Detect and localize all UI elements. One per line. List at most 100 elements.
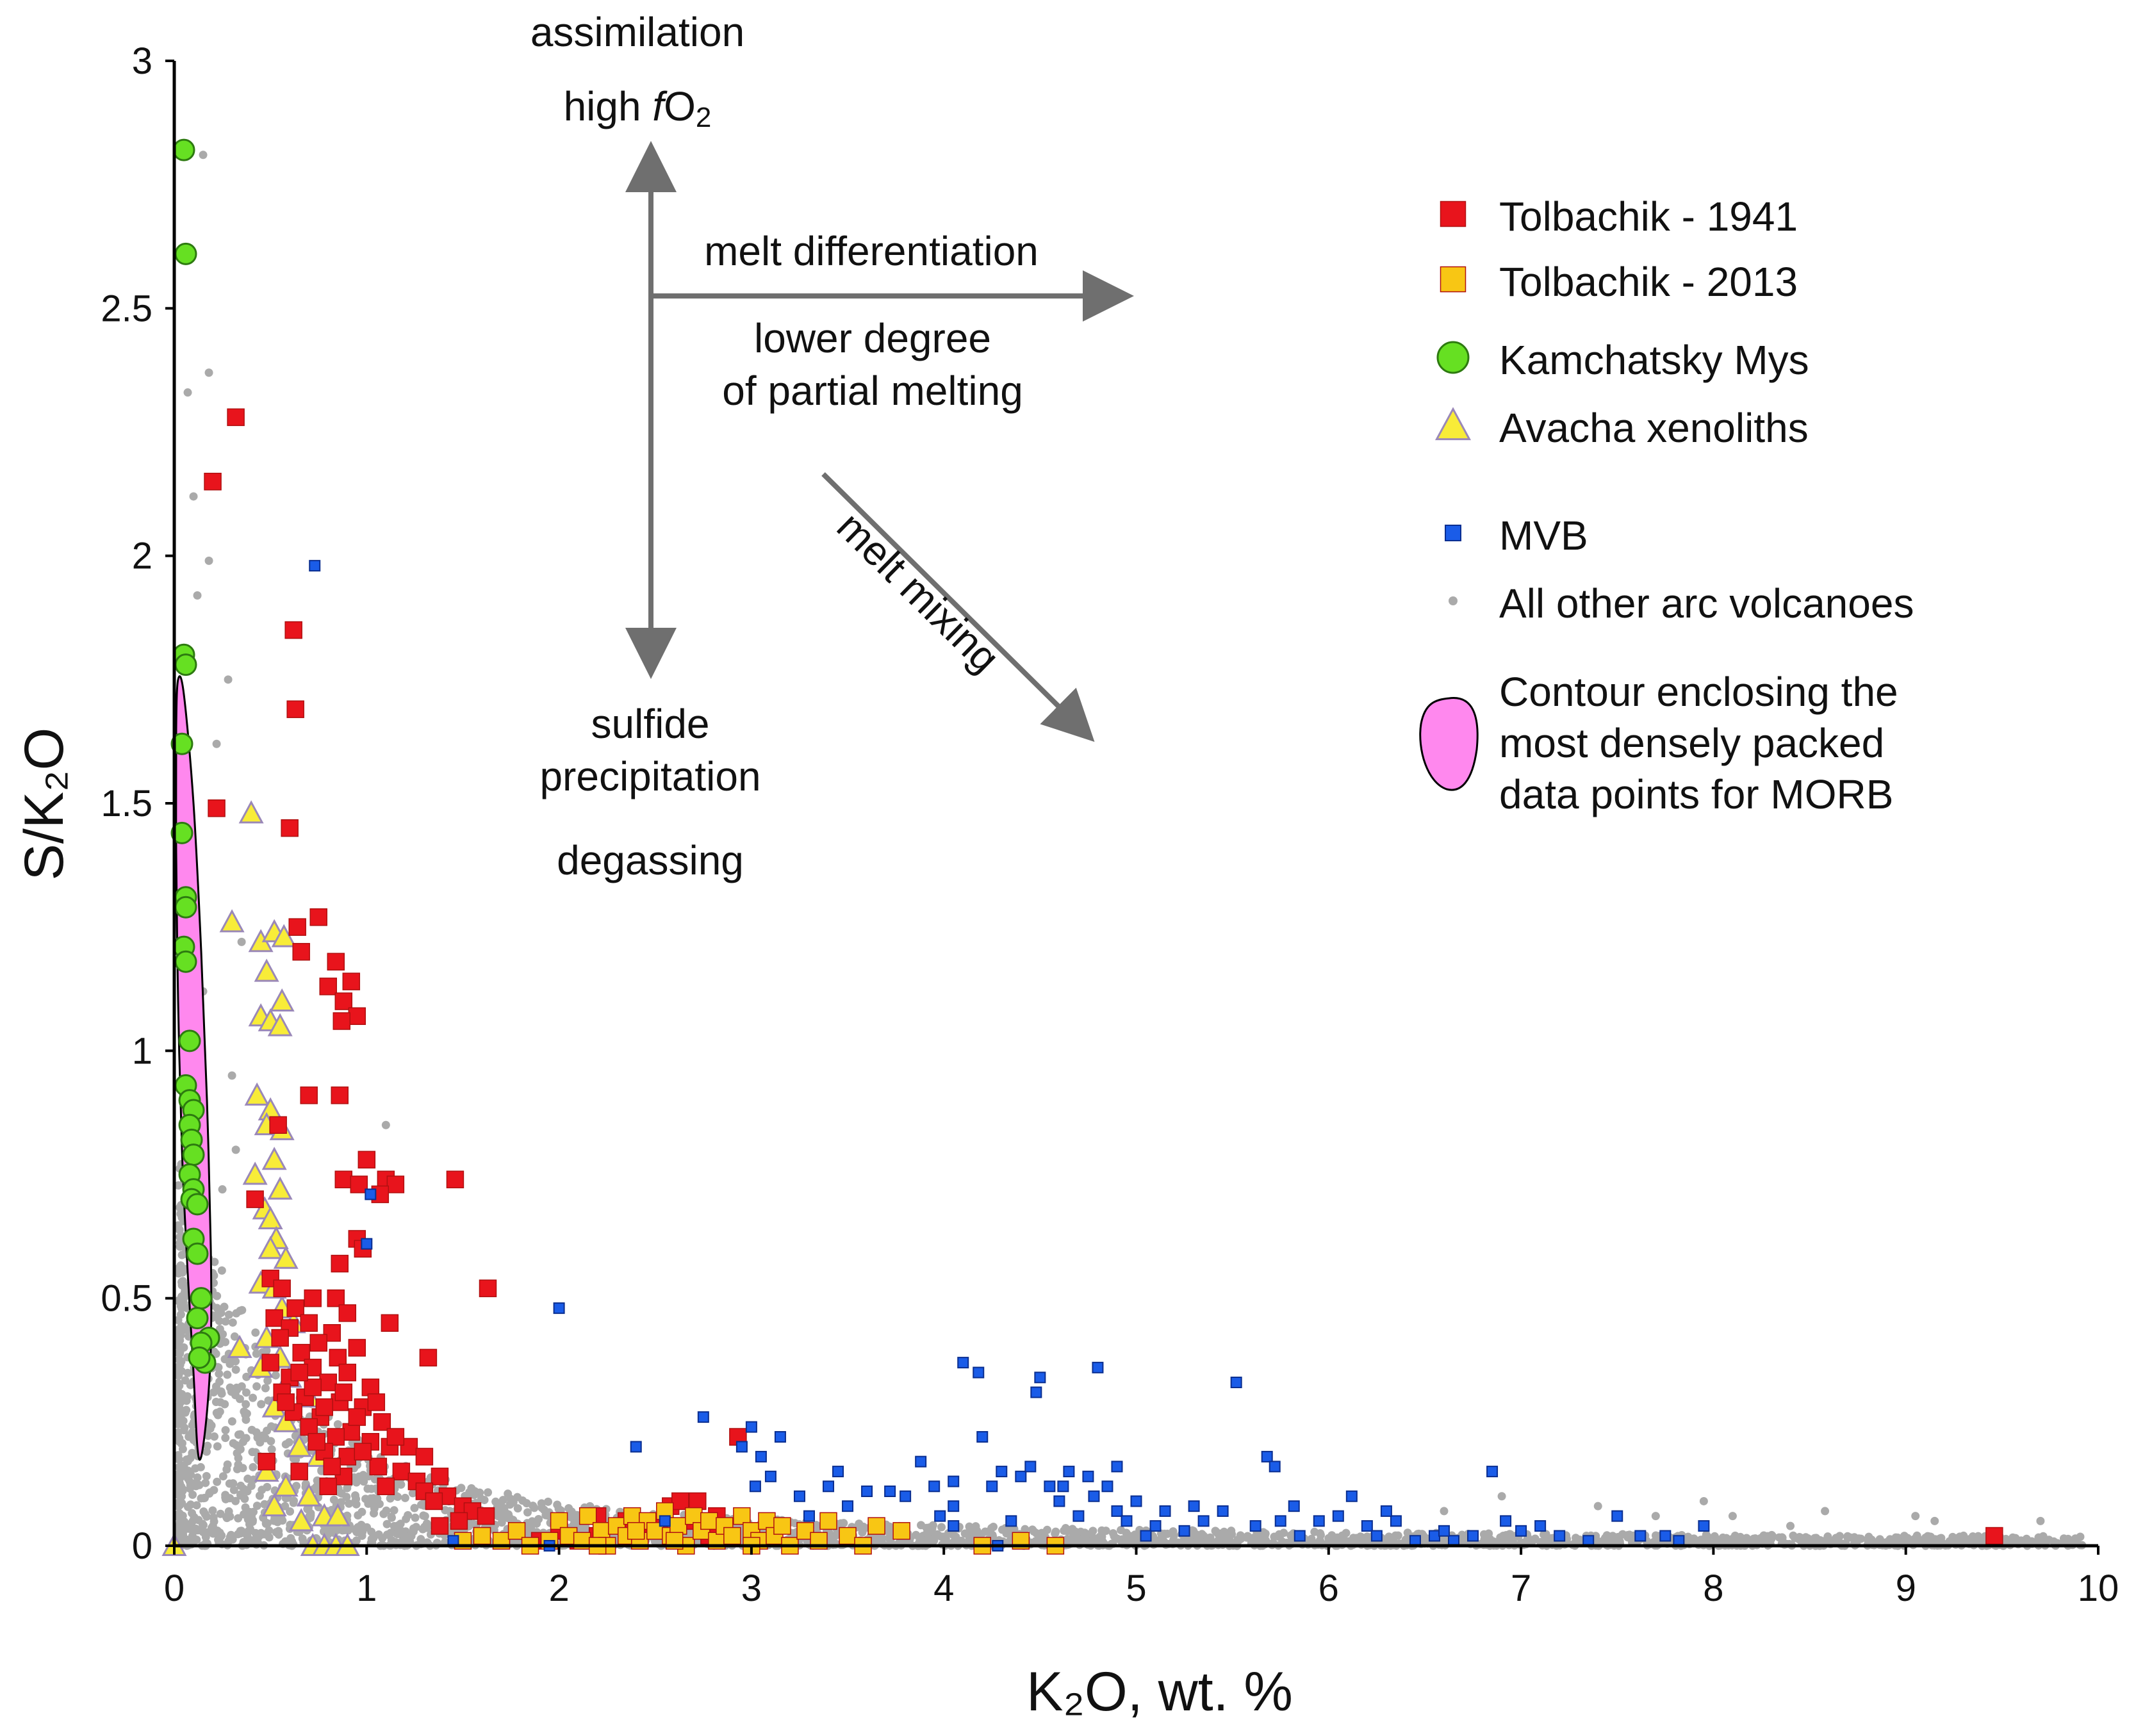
data-point-other-arc <box>1440 1507 1449 1516</box>
data-point-other-arc <box>878 1534 887 1543</box>
data-point-mvb <box>1188 1500 1200 1512</box>
data-point-other-arc <box>381 1120 390 1129</box>
legend-marker-mvb <box>1445 525 1461 541</box>
x-tick-label: 6 <box>1319 1568 1339 1609</box>
legend-label-morb-contour: Contour enclosing the <box>1499 669 1898 715</box>
data-point-avacha-xenoliths <box>273 1409 299 1432</box>
data-point-tolbachik-2013 <box>758 1512 776 1530</box>
data-point-other-arc <box>238 1464 247 1473</box>
data-point-tolbachik-1941 <box>292 1343 310 1362</box>
data-point-other-arc <box>1215 1529 1224 1538</box>
data-point-tolbachik-2013 <box>623 1507 641 1525</box>
data-point-other-arc <box>1203 1534 1212 1543</box>
data-point-avacha-xenoliths <box>269 988 295 1012</box>
data-point-other-arc <box>922 1523 931 1532</box>
y-tick-label: 0.5 <box>101 1278 152 1320</box>
data-point-other-arc <box>237 937 246 946</box>
data-point-other-arc <box>1315 1536 1324 1545</box>
data-point-mvb <box>1130 1495 1142 1507</box>
annotation-melt-differentiation: melt differentiation <box>704 228 1039 274</box>
x-tick-label: 4 <box>933 1568 954 1609</box>
data-point-tolbachik-1941 <box>246 1190 264 1208</box>
data-point-tolbachik-2013 <box>733 1507 751 1525</box>
data-point-tolbachik-1941 <box>689 1492 707 1511</box>
data-point-mvb <box>1015 1470 1027 1482</box>
data-point-other-arc <box>226 1512 234 1521</box>
data-point-other-arc <box>184 1521 193 1530</box>
data-point-other-arc <box>179 1416 188 1425</box>
data-point-mvb <box>1044 1480 1056 1493</box>
data-point-mvb <box>553 1302 565 1314</box>
data-point-other-arc <box>303 1505 312 1514</box>
y-tick-label: 2 <box>132 536 152 577</box>
data-point-mvb <box>1370 1530 1383 1542</box>
data-point-mvb <box>1332 1510 1344 1522</box>
data-point-other-arc <box>566 1512 575 1521</box>
data-point-mvb <box>1178 1525 1190 1537</box>
data-point-other-arc <box>224 675 233 684</box>
data-point-other-arc <box>1820 1537 1828 1546</box>
data-point-other-arc <box>411 1513 420 1522</box>
data-point-tolbachik-1941 <box>342 1423 361 1441</box>
data-point-avacha-xenoliths <box>244 1082 270 1106</box>
legend-label-morb-contour: data points for MORB <box>1499 771 1893 817</box>
data-point-tolbachik-1941 <box>327 1289 345 1307</box>
y-tick-label: 3 <box>132 40 152 82</box>
data-point-other-arc <box>185 1477 194 1486</box>
data-point-other-arc <box>513 1504 522 1513</box>
data-point-mvb <box>1101 1480 1113 1493</box>
data-point-tolbachik-1941 <box>386 1175 405 1193</box>
data-point-mvb <box>749 1480 761 1493</box>
data-point-other-arc <box>221 1434 230 1443</box>
y-tick-label: 1 <box>132 1030 152 1072</box>
data-point-tolbachik-1941 <box>319 1477 337 1496</box>
data-point-kamchatsky-mys <box>178 1029 201 1052</box>
data-point-other-arc <box>1730 1535 1739 1544</box>
data-point-mvb <box>1249 1520 1261 1532</box>
data-point-other-arc <box>255 1491 264 1500</box>
data-point-tolbachik-2013 <box>819 1512 837 1530</box>
data-point-other-arc <box>208 1506 217 1515</box>
data-point-other-arc <box>243 1487 252 1496</box>
data-point-other-arc <box>226 1533 234 1542</box>
data-point-other-arc <box>858 1528 867 1537</box>
legend-label-mvb: MVB <box>1499 512 1588 559</box>
data-point-other-arc <box>251 1328 260 1337</box>
data-point-other-arc <box>382 1519 391 1528</box>
data-point-other-arc <box>1480 1534 1489 1543</box>
data-point-other-arc <box>179 1426 188 1435</box>
data-point-tolbachik-1941 <box>357 1151 376 1169</box>
data-point-mvb <box>1659 1530 1672 1542</box>
annotation-degassing: degassing <box>557 837 744 883</box>
data-point-other-arc <box>267 1437 275 1446</box>
data-point-mvb <box>986 1480 998 1493</box>
data-point-kamchatsky-mys <box>170 821 193 844</box>
data-point-other-arc <box>504 1514 513 1523</box>
data-point-other-arc <box>209 1388 218 1397</box>
data-point-other-arc <box>1540 1530 1549 1539</box>
data-point-other-arc <box>1759 1534 1768 1543</box>
data-point-tolbachik-1941 <box>292 943 310 961</box>
data-point-other-arc <box>176 1349 185 1358</box>
data-point-other-arc <box>581 1523 590 1532</box>
data-point-tolbachik-1941 <box>286 1299 304 1317</box>
data-point-tolbachik-2013 <box>607 1517 626 1535</box>
data-point-other-arc <box>245 1520 254 1529</box>
data-point-tolbachik-1941 <box>354 1443 372 1461</box>
data-point-other-arc <box>263 1376 272 1385</box>
data-point-other-arc <box>181 1376 190 1385</box>
data-point-tolbachik-1941 <box>281 819 299 837</box>
data-point-other-arc <box>231 1357 240 1366</box>
data-point-other-arc <box>1072 1529 1081 1538</box>
data-point-other-arc <box>265 1526 274 1535</box>
data-point-tolbachik-1941 <box>1985 1527 2003 1545</box>
data-point-mvb <box>697 1411 709 1423</box>
data-point-other-arc <box>192 1535 201 1544</box>
series-tolbachik-2013 <box>454 1502 1065 1555</box>
data-point-other-arc <box>539 1505 548 1514</box>
y-tick-label: 1.5 <box>101 783 152 824</box>
annotation-lower-degree-line1: lower degree <box>754 315 991 361</box>
data-point-tolbachik-1941 <box>309 908 327 926</box>
data-point-other-arc <box>1710 1532 1719 1541</box>
data-point-mvb <box>1438 1525 1450 1537</box>
